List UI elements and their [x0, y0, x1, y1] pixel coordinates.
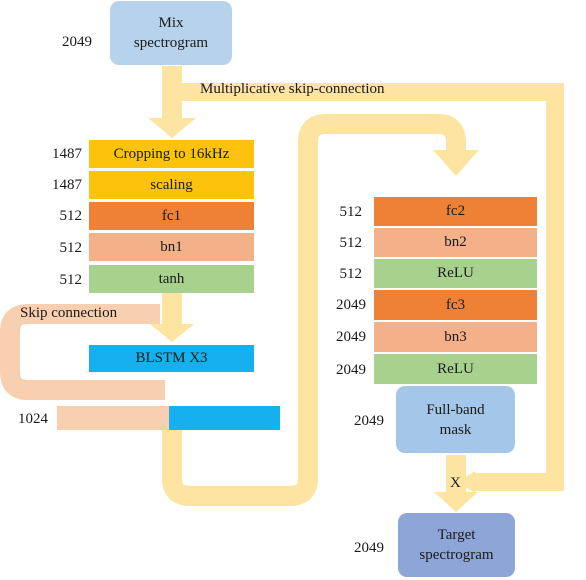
skip-connection-band — [0, 304, 165, 400]
full-band-mask-box: Full-band mask — [396, 386, 515, 453]
concat-skip-half — [57, 406, 169, 430]
bn2-dim: 512 — [339, 235, 363, 251]
mask-line2: mask — [439, 421, 472, 438]
fc1-dim: 512 — [59, 208, 83, 224]
scaling-block: scaling — [89, 171, 254, 199]
bn2-block: bn2 — [374, 228, 537, 257]
crop-dim: 1487 — [52, 146, 82, 162]
mask-line1: Full-band — [426, 401, 485, 418]
tanh-to-blstm-arrow — [150, 292, 194, 342]
skip-connection-label: Skip connection — [20, 305, 118, 321]
mask-to-target-arrow — [434, 455, 478, 512]
relu1-block: ReLU — [374, 259, 537, 288]
cropping-block: Cropping to 16kHz — [89, 140, 254, 168]
relu1-dim: 512 — [339, 266, 363, 282]
relu2-block: ReLU — [374, 354, 537, 384]
multiplicative-skip-arrowhead — [458, 471, 475, 493]
concat-to-fc2-arrowhead — [433, 150, 479, 176]
target-line2: spectrogram — [419, 547, 494, 563]
fc2-block: fc2 — [374, 197, 537, 226]
concat-dim: 1024 — [18, 411, 48, 427]
relu2-dim: 2049 — [336, 362, 366, 378]
tanh-block: tanh — [89, 265, 254, 293]
fc3-block: fc3 — [374, 290, 537, 320]
mix-dim: 2049 — [62, 34, 92, 50]
bn3-dim: 2049 — [336, 329, 366, 345]
mask-dim: 2049 — [354, 413, 384, 429]
target-spectrogram-box: Target spectrogram — [398, 513, 515, 577]
concat-to-fc2-band — [162, 114, 466, 506]
target-line1: Target — [437, 527, 476, 543]
fc1-block: fc1 — [89, 202, 254, 230]
concat-blstm-half — [169, 406, 280, 430]
mix-line1: Mix — [158, 15, 184, 31]
bn1-dim: 512 — [59, 240, 83, 256]
multiply-label: X — [450, 475, 461, 491]
multiplicative-skip-label: Multiplicative skip-connection — [200, 81, 385, 97]
target-dim: 2049 — [354, 540, 384, 556]
bn3-block: bn3 — [374, 322, 537, 352]
mix-spectrogram-box: Mix spectrogram — [110, 1, 232, 65]
mix-line2: spectrogram — [133, 35, 209, 51]
multiplicative-skip-band — [172, 83, 564, 491]
blstm-block: BLSTM X3 — [89, 345, 254, 372]
mix-to-crop-arrow — [148, 66, 196, 138]
fc2-dim: 512 — [339, 204, 363, 220]
bn1-block: bn1 — [89, 233, 254, 261]
scaling-dim: 1487 — [52, 177, 82, 193]
fc3-dim: 2049 — [336, 297, 366, 313]
tanh-dim: 512 — [59, 272, 83, 288]
